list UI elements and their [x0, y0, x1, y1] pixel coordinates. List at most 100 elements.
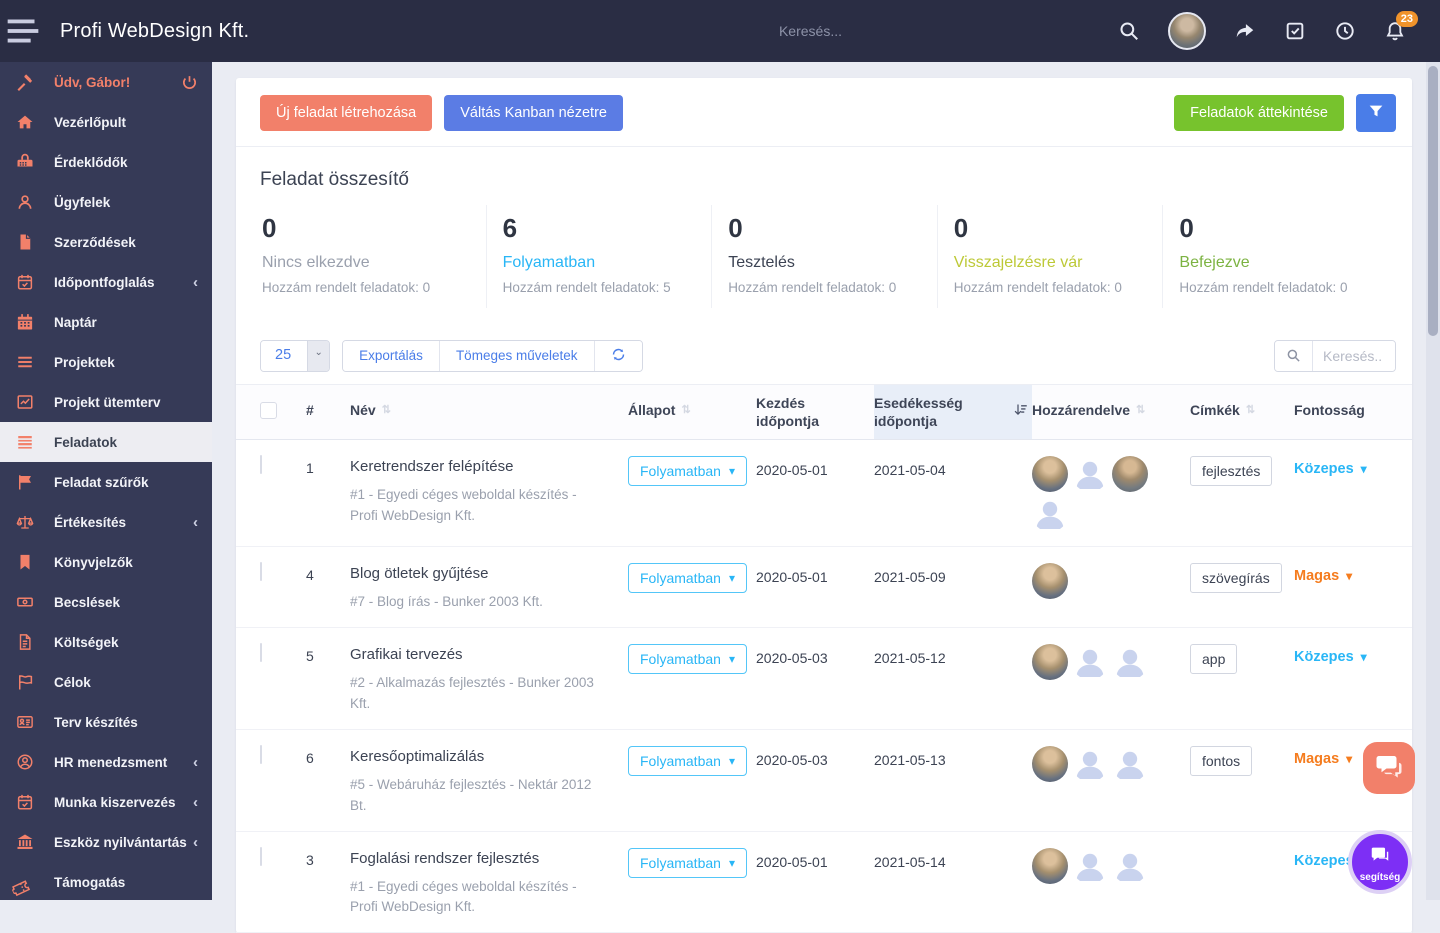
- row-checkbox[interactable]: [260, 561, 262, 581]
- row-checkbox[interactable]: [260, 454, 262, 474]
- select-all-checkbox[interactable]: [260, 402, 277, 420]
- task-title[interactable]: Grafikai tervezés: [350, 645, 463, 663]
- avatar-photo: [1032, 643, 1068, 680]
- search-icon[interactable]: [1118, 20, 1140, 42]
- sort-icon: [382, 403, 391, 417]
- sidebar-item-tasks[interactable]: Feladatok: [0, 422, 212, 462]
- logout-power-icon[interactable]: [181, 74, 198, 91]
- invoice-icon: [16, 633, 38, 651]
- bulk-actions-button[interactable]: Tömeges műveletek: [438, 340, 594, 371]
- tasks-overview-button[interactable]: Feladatok áttekintése: [1174, 95, 1344, 131]
- table-row: 1 Keretrendszer felépítése #1 - Egyedi c…: [236, 440, 1412, 547]
- notifications-bell-icon[interactable]: 23: [1384, 11, 1418, 42]
- status-dropdown[interactable]: Folyamatban: [628, 562, 747, 593]
- filter-button[interactable]: [1356, 94, 1396, 132]
- sidebar-item-estimates[interactable]: Becslések: [0, 582, 212, 622]
- hamburger-menu-icon[interactable]: [0, 8, 46, 54]
- row-checkbox[interactable]: [260, 744, 262, 764]
- search-icon[interactable]: [1275, 340, 1313, 371]
- sidebar-item-asset-registry[interactable]: Eszköz nyilvántartás: [0, 822, 212, 862]
- global-search-input[interactable]: Keresés...: [778, 23, 842, 39]
- task-project: #5 - Webáruház fejlesztés - Nektár 2012 …: [350, 776, 592, 813]
- start-date: 2020-05-03: [756, 751, 828, 768]
- sidebar-item-projects[interactable]: Projektek: [0, 342, 212, 382]
- sidebar-item-outsourcing[interactable]: Munka kiszervezés: [0, 782, 212, 822]
- avatar-placeholder: [1112, 746, 1148, 782]
- tasks-check-icon[interactable]: [1284, 20, 1306, 42]
- sidebar-item-support[interactable]: Támogatás: [0, 862, 212, 900]
- due-date: 2021-05-14: [874, 853, 946, 870]
- sidebar-item-bookmarks[interactable]: Könyvjelzők: [0, 542, 212, 582]
- sidebar-item-expenses[interactable]: Költségek: [0, 622, 212, 662]
- sidebar-item-hr-management[interactable]: HR menedzsment: [0, 742, 212, 782]
- task-number: 1: [306, 459, 314, 476]
- header-tags[interactable]: Címkék: [1190, 385, 1294, 437]
- scrollbar-thumb[interactable]: [1428, 66, 1438, 336]
- share-icon[interactable]: [1234, 20, 1256, 42]
- sidebar-item-task-filters[interactable]: Feladat szűrők: [0, 462, 212, 502]
- priority-dropdown[interactable]: Közepes: [1294, 848, 1412, 869]
- row-checkbox[interactable]: [260, 846, 262, 866]
- header-status[interactable]: Állapot: [628, 385, 756, 437]
- export-button[interactable]: Exportálás: [343, 340, 439, 371]
- sidebar-item-goals[interactable]: Célok: [0, 662, 212, 702]
- sidebar-item-appointments[interactable]: Időpontfoglalás: [0, 262, 212, 302]
- row-checkbox[interactable]: [260, 642, 262, 662]
- page-size-select[interactable]: 25: [260, 339, 331, 372]
- status-dropdown[interactable]: Folyamatban: [628, 643, 747, 674]
- status-dropdown[interactable]: Folyamatban: [628, 455, 747, 486]
- kanban-view-button[interactable]: Váltás Kanban nézetre: [444, 95, 623, 131]
- vertical-scrollbar[interactable]: [1426, 62, 1440, 900]
- sidebar-item-contracts[interactable]: Szerződések: [0, 222, 212, 262]
- header-due-date-sorted[interactable]: Esedékesség időpontja: [874, 384, 1032, 439]
- sidebar-item-calendar[interactable]: Naptár: [0, 302, 212, 342]
- avatar-photo: [1032, 455, 1068, 492]
- chat-button[interactable]: [1363, 742, 1415, 794]
- chevron-left-icon: [193, 515, 198, 530]
- task-title[interactable]: Keresőoptimalizálás: [350, 747, 485, 765]
- start-date: 2020-05-01: [756, 853, 828, 870]
- sidebar-item-project-schedule[interactable]: Projekt ütemterv: [0, 382, 212, 422]
- stat-label: Visszajelzésre vár: [953, 254, 1083, 271]
- stat-assigned: Hozzám rendelt feladatok: 5: [502, 280, 671, 295]
- header-assigned[interactable]: Hozzárendelve: [1032, 385, 1190, 437]
- task-title[interactable]: Keretrendszer felépítése: [350, 457, 514, 475]
- help-button[interactable]: segítség: [1348, 830, 1412, 894]
- header-num[interactable]: #: [306, 402, 314, 419]
- header-name[interactable]: Név: [350, 385, 628, 437]
- table-header: # Név Állapot Kezdés időpontja Esedékess…: [236, 383, 1412, 440]
- header-priority[interactable]: Fontosság: [1294, 385, 1412, 437]
- sidebar-item-leads[interactable]: Érdeklődők: [0, 142, 212, 182]
- toolbar: Új feladat létrehozása Váltás Kanban néz…: [236, 78, 1412, 147]
- sidebar-item-sales[interactable]: Értékesítés: [0, 502, 212, 542]
- assignee-avatars: [1032, 847, 1152, 884]
- priority-dropdown[interactable]: Magas: [1294, 563, 1412, 584]
- history-clock-icon[interactable]: [1334, 20, 1356, 42]
- refresh-button[interactable]: [593, 340, 642, 371]
- sidebar-item-dashboard[interactable]: Vezérlőpult: [0, 102, 212, 142]
- header-label: Hozzárendelve: [1032, 402, 1131, 419]
- sidebar-item-planning[interactable]: Terv készítés: [0, 702, 212, 742]
- status-dropdown[interactable]: Folyamatban: [628, 745, 747, 776]
- table-search-input[interactable]: [1313, 340, 1395, 371]
- status-cell: Folyamatban: [628, 455, 756, 486]
- header-label: Állapot: [628, 402, 676, 419]
- content-card: Új feladat létrehozása Váltás Kanban néz…: [236, 78, 1412, 933]
- user-avatar[interactable]: [1168, 12, 1206, 50]
- header-start-date[interactable]: Kezdés időpontja: [756, 385, 874, 439]
- due-date: 2021-05-13: [874, 751, 946, 768]
- task-title[interactable]: Blog ötletek gyűjtése: [350, 564, 489, 582]
- status-dropdown[interactable]: Folyamatban: [628, 847, 747, 878]
- sidebar-item-clients[interactable]: Ügyfelek: [0, 182, 212, 222]
- priority-dropdown[interactable]: Magas: [1294, 746, 1412, 767]
- stat-count: 0: [1179, 213, 1194, 243]
- sidebar-item-welcome[interactable]: Üdv, Gábor!: [0, 62, 212, 102]
- new-task-button[interactable]: Új feladat létrehozása: [260, 95, 433, 131]
- priority-dropdown[interactable]: Közepes: [1294, 456, 1412, 477]
- chart-line-icon: [16, 393, 38, 411]
- priority-dropdown[interactable]: Közepes: [1294, 644, 1412, 665]
- start-date: 2020-05-01: [756, 568, 828, 585]
- sidebar-item-label: Értékesítés: [54, 514, 127, 530]
- task-title[interactable]: Foglalási rendszer fejlesztés: [350, 849, 540, 867]
- file-icon: [16, 233, 38, 251]
